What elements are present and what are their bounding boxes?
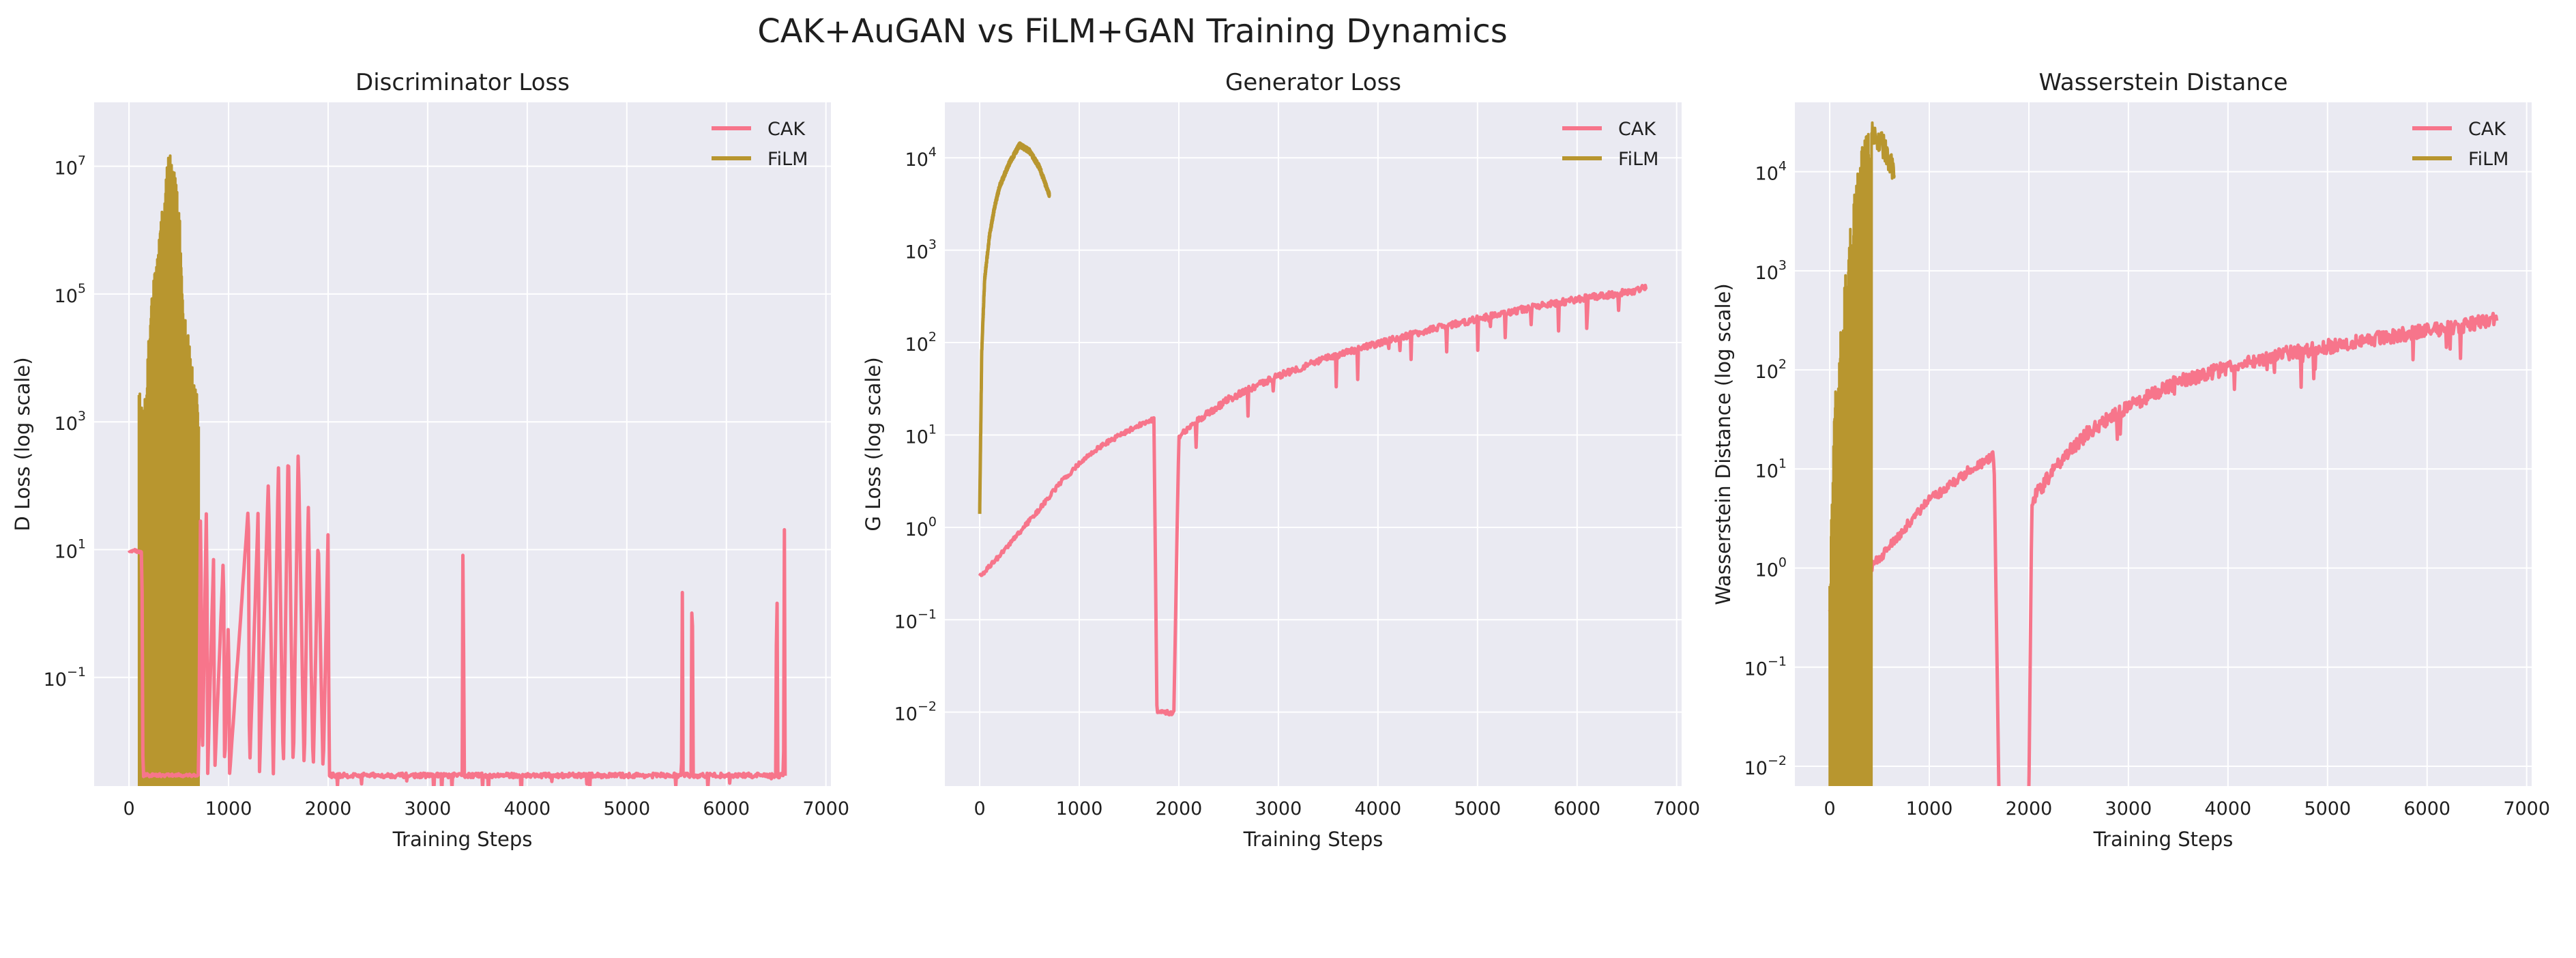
legend-label-film: FiLM bbox=[2468, 149, 2508, 170]
panel-3: Wasserstein Distance Training Steps Wasser… bbox=[1712, 69, 2550, 851]
panel-title: Wasserstein Distance bbox=[2038, 69, 2287, 96]
series-line-film bbox=[137, 154, 201, 786]
legend-label-film: FiLM bbox=[767, 149, 808, 170]
x-tick-label: 0 bbox=[1824, 798, 1835, 819]
legend-label-film: FiLM bbox=[1618, 149, 1658, 170]
x-tick-label: 4000 bbox=[2205, 798, 2252, 819]
x-tick-label: 3000 bbox=[1255, 798, 1302, 819]
y-tick-label: 10−2 bbox=[894, 699, 937, 725]
x-tick-label: 1000 bbox=[1906, 798, 1953, 819]
legend: CAK FiLM bbox=[2412, 119, 2508, 170]
series-line-cak bbox=[978, 283, 1648, 716]
legend: CAK FiLM bbox=[712, 119, 808, 170]
series-group bbox=[978, 141, 1648, 716]
series-group bbox=[1828, 121, 2499, 786]
series-line-cak bbox=[1828, 311, 2499, 786]
x-tick-label: 6000 bbox=[2403, 798, 2450, 819]
y-tick-label: 104 bbox=[905, 145, 937, 171]
series-line-film bbox=[978, 141, 1051, 514]
x-tick-label: 7000 bbox=[1653, 798, 1700, 819]
y-tick-label: 104 bbox=[1755, 159, 1787, 185]
legend-label-cak: CAK bbox=[767, 119, 806, 140]
y-tick-label: 107 bbox=[55, 154, 86, 179]
x-tick-label: 4000 bbox=[1355, 798, 1402, 819]
x-axis-label: Training Steps bbox=[1243, 828, 1384, 851]
x-tick-label: 0 bbox=[123, 798, 134, 819]
x-tick-label: 6000 bbox=[703, 798, 750, 819]
x-tick-label: 1000 bbox=[205, 798, 252, 819]
y-tick-label: 105 bbox=[55, 281, 86, 307]
y-tick-label: 103 bbox=[905, 237, 937, 263]
panel-2: Generator Loss Training Steps G Loss (log … bbox=[862, 69, 1700, 851]
x-tick-label: 2000 bbox=[305, 798, 352, 819]
series-line-film bbox=[1828, 121, 1896, 786]
x-tick-label: 6000 bbox=[1553, 798, 1600, 819]
y-tick-label: 10−1 bbox=[1744, 654, 1787, 680]
x-tick-label: 3000 bbox=[2105, 798, 2152, 819]
x-tick-label: 5000 bbox=[603, 798, 650, 819]
y-axis-label: G Loss (log scale) bbox=[862, 357, 885, 531]
y-tick-label: 103 bbox=[1755, 258, 1787, 284]
x-tick-label: 4000 bbox=[504, 798, 551, 819]
x-tick-label: 3000 bbox=[405, 798, 452, 819]
y-tick-label: 103 bbox=[55, 409, 86, 435]
series-line-cak bbox=[127, 454, 787, 786]
y-tick-label: 101 bbox=[905, 422, 937, 448]
figure-title: CAK+AuGAN vs FiLM+GAN Training Dynamics bbox=[757, 12, 1508, 50]
x-axis-label: Training Steps bbox=[392, 828, 533, 851]
legend-label-cak: CAK bbox=[1618, 119, 1656, 140]
x-axis-label: Training Steps bbox=[2093, 828, 2234, 851]
x-tick-label: 7000 bbox=[802, 798, 849, 819]
series-group bbox=[127, 154, 787, 786]
x-tick-label: 2000 bbox=[2006, 798, 2053, 819]
x-tick-label: 5000 bbox=[1454, 798, 1501, 819]
legend-label-cak: CAK bbox=[2468, 119, 2506, 140]
y-axis-label: D Loss (log scale) bbox=[11, 357, 34, 531]
x-tick-label: 5000 bbox=[2304, 798, 2351, 819]
panel-title: Discriminator Loss bbox=[355, 69, 570, 96]
y-tick-label: 102 bbox=[1755, 357, 1787, 383]
x-tick-label: 2000 bbox=[1156, 798, 1203, 819]
x-tick-label: 0 bbox=[974, 798, 985, 819]
y-tick-label: 100 bbox=[905, 514, 937, 540]
y-tick-label: 101 bbox=[1755, 456, 1787, 482]
y-tick-label: 100 bbox=[1755, 555, 1787, 581]
y-tick-label: 101 bbox=[55, 537, 86, 563]
legend: CAK FiLM bbox=[1562, 119, 1658, 170]
y-tick-label: 10−1 bbox=[894, 607, 937, 633]
y-tick-label: 10−1 bbox=[44, 665, 86, 691]
panel-1: Discriminator Loss Training Steps D Loss (… bbox=[11, 69, 849, 851]
y-tick-label: 10−2 bbox=[1744, 753, 1787, 779]
panels-container: Discriminator Loss Training Steps D Loss (… bbox=[11, 69, 2550, 851]
grid-lines bbox=[1795, 102, 2532, 786]
y-axis-label: Wasserstein Distance (log scale) bbox=[1712, 283, 1735, 605]
panel-title: Generator Loss bbox=[1225, 69, 1401, 96]
y-tick-label: 102 bbox=[905, 330, 937, 355]
x-tick-label: 1000 bbox=[1056, 798, 1103, 819]
plot-area bbox=[945, 102, 1682, 786]
plot-area bbox=[1795, 102, 2532, 786]
x-tick-label: 7000 bbox=[2503, 798, 2550, 819]
